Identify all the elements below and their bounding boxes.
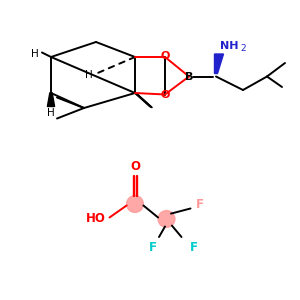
- Text: B: B: [185, 71, 193, 82]
- Polygon shape: [214, 54, 224, 74]
- Text: O: O: [160, 90, 170, 100]
- Circle shape: [127, 196, 143, 212]
- Polygon shape: [47, 93, 55, 106]
- Text: 2: 2: [241, 44, 246, 53]
- Text: H: H: [31, 49, 38, 59]
- Text: H: H: [47, 107, 55, 118]
- Text: F: F: [196, 197, 204, 211]
- Text: O: O: [160, 51, 170, 62]
- Text: F: F: [149, 241, 157, 254]
- Circle shape: [158, 211, 175, 227]
- Text: H: H: [85, 70, 92, 80]
- Text: HO: HO: [86, 212, 106, 226]
- Text: NH: NH: [220, 41, 239, 52]
- Text: F: F: [190, 241, 197, 254]
- Text: O: O: [130, 160, 140, 173]
